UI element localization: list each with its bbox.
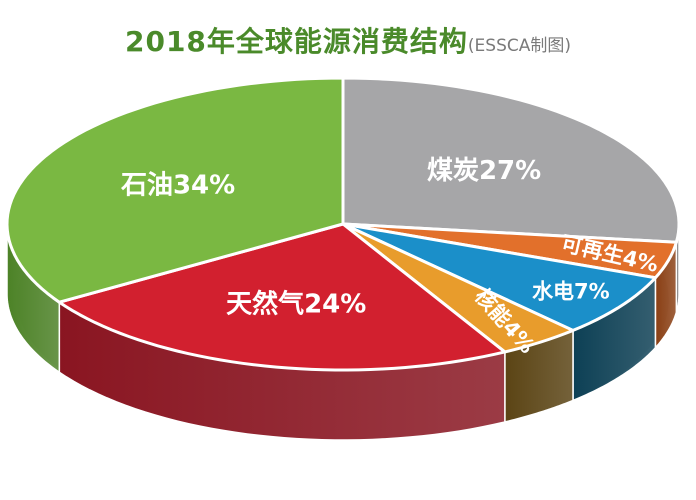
chart-title: 2018年全球能源消费结构(ESSCA制图) — [0, 20, 696, 60]
pie-label-4: 天然气24% — [226, 288, 366, 319]
pie-slice-0 — [341, 76, 681, 244]
pie-slice-4 — [57, 222, 507, 372]
pie-label-2: 水电7% — [532, 280, 610, 304]
pie-label-5: 石油34% — [120, 171, 235, 201]
chart-subtitle: (ESSCA制图) — [467, 36, 572, 56]
chart-title-main: 2018年全球能源消费结构 — [124, 25, 468, 58]
pie-slice-2 — [341, 222, 657, 332]
pie-top — [5, 76, 681, 372]
pie-slice-5 — [5, 76, 345, 304]
pie-label-0: 煤炭27% — [427, 156, 541, 186]
pie-slice-3 — [341, 222, 575, 354]
